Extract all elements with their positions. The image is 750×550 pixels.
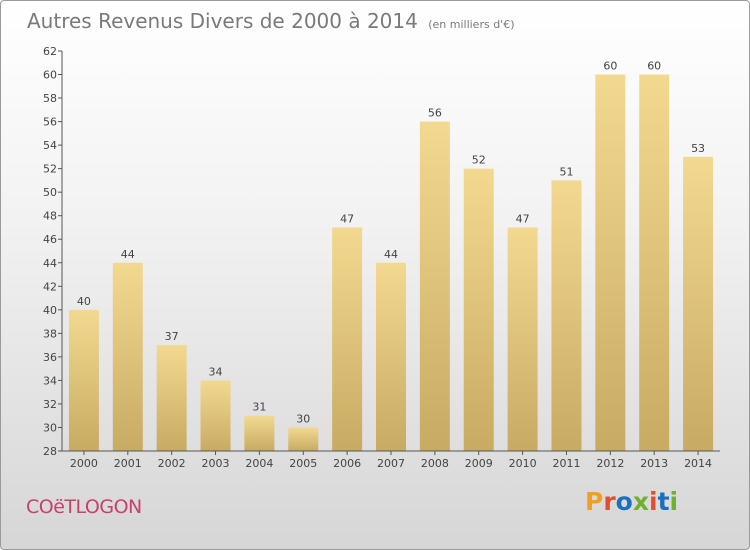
bar-2003 [200,380,231,451]
bar-value-label: 40 [77,295,91,308]
bar-2007 [376,262,406,451]
bar-value-label: 34 [209,365,223,378]
bars-group: 40 44 37 34 31 30 47 44 56 52 47 51 60 60 53 [68,60,714,452]
x-tick-label: 2014 [684,457,712,470]
bar-2011 [551,180,582,452]
y-tick-label: 44 [43,257,57,270]
x-tick-label: 2011 [552,457,580,470]
x-tick-label: 2012 [596,457,624,470]
y-tick-label: 54 [43,139,57,152]
bar-value-label: 60 [647,60,661,73]
chart-title-text: Autres Revenus Divers de 2000 à 2014 [27,9,418,33]
bar-value-label: 37 [165,330,179,343]
bar-2008 [419,121,450,452]
bar-2006 [332,227,363,451]
logo-letter: o [615,487,633,516]
y-tick-label: 46 [43,233,57,246]
bar-2009 [463,168,494,451]
chart-subtitle: (en milliers d'€) [428,18,515,31]
bar-value-label: 56 [428,107,442,120]
y-tick-label: 34 [43,374,57,387]
bar-value-label: 53 [691,142,705,155]
x-tick-label: 2006 [333,457,361,470]
y-tick-label: 36 [43,351,57,364]
chart-title: Autres Revenus Divers de 2000 à 2014 (en… [27,9,515,33]
logo-letter: t [657,487,670,516]
x-axis: 2000 2001 2002 2003 2004 2005 2006 2007 2008 2009… [62,450,720,470]
bar-2013 [639,74,670,451]
y-tick-label: 62 [43,45,57,58]
y-tick-label: 30 [43,421,57,434]
y-tick-label: 50 [43,186,57,199]
bar-value-label: 51 [559,165,573,178]
bar-2005 [288,427,319,451]
y-tick-label: 58 [43,92,57,105]
bar-value-label: 31 [252,401,266,414]
x-tick-label: 2010 [509,457,537,470]
y-tick-label: 42 [43,280,57,293]
bar-2012 [595,74,626,451]
bar-2014 [683,156,714,451]
logo-letter: P [585,487,604,516]
proxiti-logo[interactable]: Proxiti [585,487,678,516]
x-tick-label: 2008 [421,457,449,470]
logo-letter: i [649,487,658,516]
bar-value-label: 47 [340,212,354,225]
x-tick-label: 2007 [377,457,405,470]
logo-letter: i [669,487,679,516]
bar-2004 [244,415,275,451]
y-tick-label: 52 [43,163,57,176]
x-tick-label: 2003 [202,457,230,470]
y-tick-label: 38 [43,327,57,340]
y-axis: 28 30 32 34 36 38 40 42 44 46 48 50 52 54 56 58 60 62 [43,45,63,458]
bar-2000 [68,309,99,451]
bar-value-label: 52 [472,154,486,167]
x-tick-label: 2001 [114,457,142,470]
x-tick-label: 2009 [465,457,493,470]
y-tick-label: 48 [43,210,57,223]
bar-value-label: 60 [603,60,617,73]
y-tick-label: 40 [43,304,57,317]
logo-letter: r [603,487,616,516]
y-tick-label: 32 [43,398,57,411]
y-tick-label: 60 [43,69,57,82]
bar-2002 [156,345,187,451]
x-tick-label: 2004 [245,457,273,470]
bar-value-label: 44 [384,248,398,261]
x-tick-label: 2002 [158,457,186,470]
bar-2010 [507,227,538,451]
y-tick-label: 28 [43,445,57,458]
bar-2001 [112,262,143,451]
x-tick-label: 2013 [640,457,668,470]
logo-letter: x [632,487,649,516]
bar-value-label: 47 [516,212,530,225]
bar-value-label: 30 [296,412,310,425]
x-tick-label: 2000 [70,457,98,470]
commune-name: COëTLOGON [26,496,142,518]
y-tick-label: 56 [43,116,57,129]
x-tick-label: 2005 [289,457,317,470]
bar-value-label: 44 [121,248,135,261]
